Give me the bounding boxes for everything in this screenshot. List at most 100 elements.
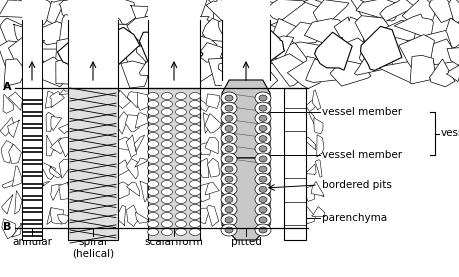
Polygon shape [295, 42, 327, 65]
Ellipse shape [147, 196, 158, 204]
Polygon shape [115, 182, 129, 199]
Polygon shape [355, 0, 398, 21]
Polygon shape [270, 54, 307, 86]
Ellipse shape [189, 140, 200, 147]
Ellipse shape [175, 157, 186, 163]
Ellipse shape [220, 92, 236, 104]
Ellipse shape [224, 156, 233, 162]
Ellipse shape [254, 173, 270, 185]
Polygon shape [15, 191, 22, 214]
Ellipse shape [161, 196, 172, 204]
Ellipse shape [175, 140, 186, 147]
Polygon shape [8, 120, 20, 138]
Ellipse shape [189, 229, 200, 235]
Ellipse shape [258, 125, 266, 132]
Polygon shape [76, 37, 108, 66]
Polygon shape [218, 58, 257, 85]
Polygon shape [222, 0, 260, 16]
Polygon shape [310, 181, 324, 197]
Ellipse shape [147, 189, 158, 196]
Ellipse shape [189, 109, 200, 116]
Polygon shape [315, 160, 321, 177]
Ellipse shape [224, 146, 233, 152]
Bar [148, 88, 200, 240]
Polygon shape [116, 160, 129, 176]
Polygon shape [329, 61, 370, 86]
Ellipse shape [147, 93, 158, 99]
Polygon shape [126, 135, 136, 157]
Polygon shape [59, 159, 71, 178]
Polygon shape [378, 20, 414, 43]
Bar [148, 0, 200, 88]
Polygon shape [126, 205, 139, 227]
Polygon shape [125, 115, 139, 132]
Ellipse shape [258, 197, 266, 202]
Text: vessel member: vessel member [321, 107, 401, 117]
Ellipse shape [220, 122, 236, 134]
Ellipse shape [220, 204, 236, 216]
Ellipse shape [220, 163, 236, 175]
Polygon shape [47, 207, 55, 225]
Polygon shape [56, 37, 94, 63]
Polygon shape [140, 181, 148, 202]
Polygon shape [136, 39, 168, 64]
Polygon shape [234, 40, 278, 66]
Polygon shape [41, 163, 56, 179]
Bar [222, 0, 269, 88]
Ellipse shape [161, 220, 172, 227]
Ellipse shape [175, 124, 186, 132]
Polygon shape [445, 18, 459, 48]
Polygon shape [335, 38, 374, 68]
Polygon shape [220, 35, 260, 57]
Polygon shape [207, 205, 218, 226]
Polygon shape [22, 0, 53, 24]
Ellipse shape [189, 204, 200, 212]
Ellipse shape [175, 189, 186, 196]
Ellipse shape [147, 140, 158, 147]
Polygon shape [448, 0, 459, 23]
Ellipse shape [220, 143, 236, 155]
Ellipse shape [161, 93, 172, 99]
Polygon shape [59, 0, 91, 21]
Ellipse shape [220, 133, 236, 145]
Polygon shape [381, 38, 420, 67]
Polygon shape [423, 29, 452, 48]
Polygon shape [393, 14, 432, 39]
Ellipse shape [147, 229, 158, 235]
Polygon shape [333, 17, 365, 46]
Polygon shape [2, 219, 15, 239]
Ellipse shape [189, 189, 200, 196]
Text: A: A [3, 83, 11, 93]
Polygon shape [304, 137, 315, 150]
Polygon shape [59, 182, 71, 200]
Polygon shape [313, 118, 322, 134]
Polygon shape [116, 205, 125, 226]
Polygon shape [430, 39, 453, 65]
Polygon shape [304, 206, 315, 224]
Polygon shape [2, 194, 13, 214]
Ellipse shape [254, 133, 270, 145]
Polygon shape [98, 56, 122, 78]
Polygon shape [46, 112, 55, 132]
Text: B: B [3, 222, 11, 232]
Text: parenchyma: parenchyma [321, 213, 386, 223]
Polygon shape [248, 1, 283, 27]
Ellipse shape [189, 181, 200, 188]
Polygon shape [265, 0, 306, 21]
Polygon shape [270, 18, 305, 47]
Ellipse shape [175, 93, 186, 99]
Polygon shape [145, 0, 179, 22]
Ellipse shape [189, 117, 200, 124]
Ellipse shape [258, 95, 266, 101]
Polygon shape [265, 36, 293, 63]
Polygon shape [59, 90, 69, 94]
Ellipse shape [147, 101, 158, 107]
Polygon shape [218, 15, 255, 46]
Polygon shape [197, 97, 209, 112]
Ellipse shape [189, 157, 200, 163]
Bar [68, 88, 118, 240]
Polygon shape [51, 116, 62, 130]
Ellipse shape [224, 105, 233, 111]
Ellipse shape [254, 102, 270, 114]
Polygon shape [222, 80, 269, 158]
